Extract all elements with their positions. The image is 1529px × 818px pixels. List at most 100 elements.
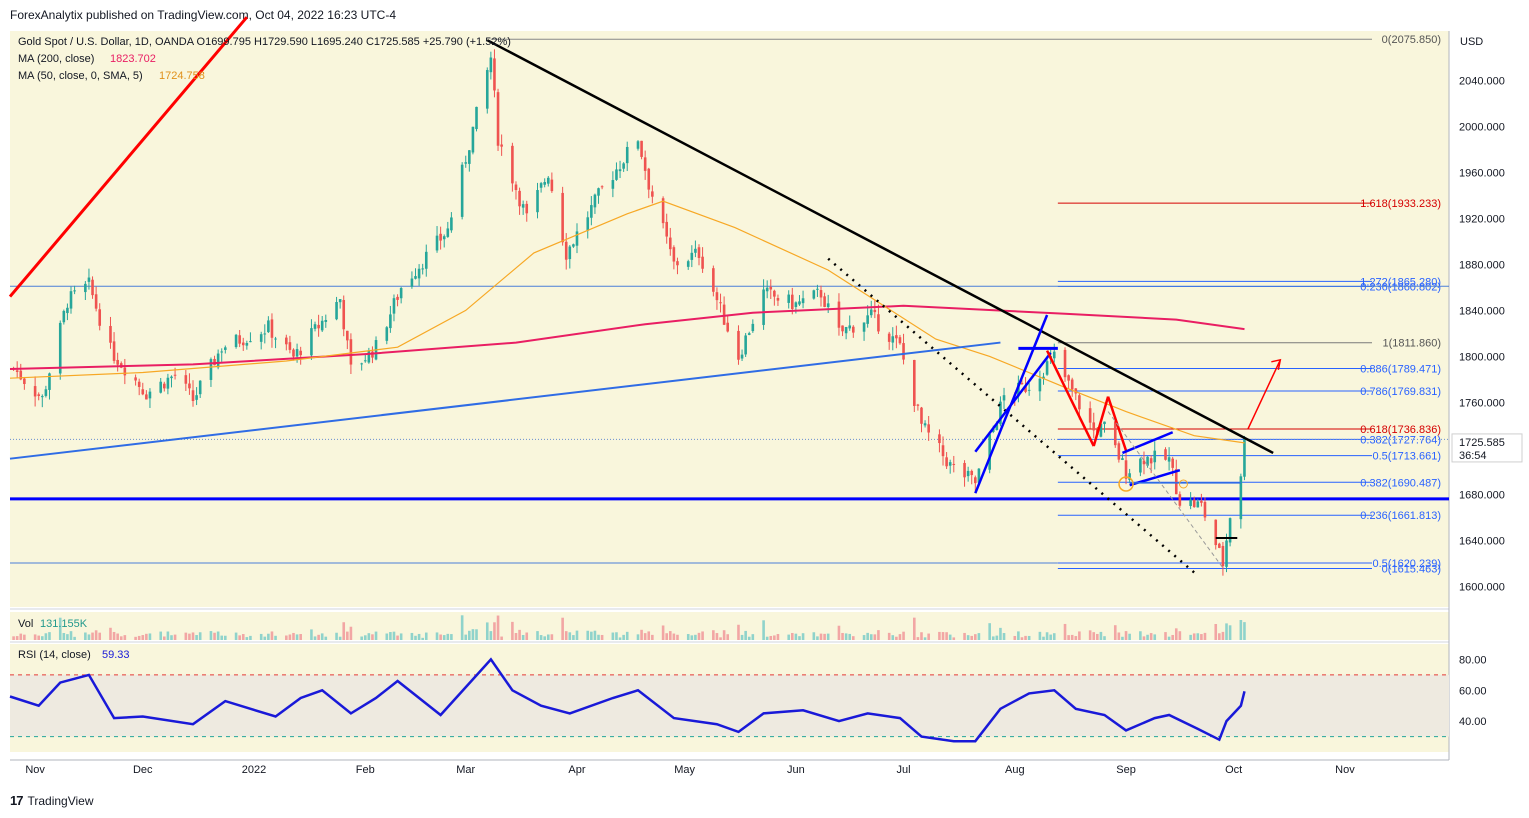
volume-bar <box>923 637 927 640</box>
price-axis-tick: 1640.000 <box>1459 535 1505 547</box>
volume-bar <box>999 627 1002 640</box>
volume-bar <box>396 635 399 640</box>
candle-body <box>988 434 991 470</box>
volume-bar <box>686 634 690 640</box>
time-axis-tick: Apr <box>568 764 585 776</box>
candle-countdown: 36:54 <box>1459 450 1487 462</box>
volume-bar <box>1239 620 1243 640</box>
fib-level-label: 0.382(1690.487) <box>1360 477 1441 489</box>
candle-body <box>349 339 353 365</box>
volume-bar <box>1024 635 1027 640</box>
candle-body <box>274 338 277 340</box>
candle-body <box>801 298 805 304</box>
candle-body <box>338 299 342 303</box>
candle-body <box>213 358 216 366</box>
volume-bar <box>310 629 313 640</box>
fib-level-label: 1.272(1865.280) <box>1360 276 1441 288</box>
volume-bar <box>665 633 669 640</box>
volume-bar <box>324 636 328 640</box>
candle-body <box>697 247 701 258</box>
volume-bar <box>938 631 941 640</box>
candle-body <box>195 395 198 400</box>
volume-bar <box>902 631 905 640</box>
volume-bar <box>496 615 500 640</box>
volume-bar <box>837 625 841 640</box>
candle-body <box>399 288 403 299</box>
fib-level-label: 0.5(1713.661) <box>1373 451 1442 463</box>
candle-body <box>310 328 313 356</box>
candle-body <box>852 326 855 333</box>
candle-body <box>442 236 446 240</box>
volume-bar <box>661 625 665 640</box>
candle-body <box>873 309 877 313</box>
candle-body <box>313 324 317 329</box>
candle-body <box>37 394 41 396</box>
volume-bar <box>963 632 966 640</box>
candle-body <box>317 324 320 329</box>
volume-bar <box>485 622 489 640</box>
volume-bar <box>1092 632 1096 640</box>
candle-body <box>410 278 414 287</box>
legend-ma200-value: 1823.702 <box>110 53 156 65</box>
candle-body <box>826 303 830 308</box>
volume-bar <box>1164 632 1167 640</box>
volume-bar <box>722 630 726 640</box>
volume-bar <box>184 632 188 640</box>
volume-bar <box>970 635 974 640</box>
volume-bar <box>435 632 439 640</box>
volume-bar <box>1103 636 1106 640</box>
candle-body <box>84 283 87 293</box>
price-axis-tick: 2040.000 <box>1459 75 1505 87</box>
candle-body <box>769 286 773 290</box>
candle-body <box>267 320 270 333</box>
volume-bar <box>543 636 546 640</box>
candle-body <box>1218 543 1221 548</box>
candle-body <box>848 325 852 329</box>
fib-level-label: 0.5(1620.239) <box>1373 558 1442 570</box>
volume-bar <box>1200 634 1203 640</box>
volume-bar <box>137 635 141 640</box>
candle-body <box>1153 450 1157 463</box>
volume-bar <box>188 633 191 640</box>
volume-bar <box>1088 630 1092 640</box>
candle-body <box>446 228 450 237</box>
volume-bar <box>521 634 525 640</box>
tradingview-footer[interactable]: 17 TradingView <box>10 793 94 808</box>
price-axis-tick: 1920.000 <box>1459 213 1505 225</box>
candle-body <box>485 70 489 109</box>
candle-body <box>525 203 529 214</box>
candle-body <box>1171 458 1174 468</box>
volume-bar <box>37 635 41 640</box>
volume-pane <box>10 612 1449 640</box>
volume-bar <box>87 634 91 640</box>
volume-bar <box>518 629 521 640</box>
time-axis-tick: Mar <box>456 764 475 776</box>
candle-body <box>665 221 669 237</box>
volume-bar <box>590 631 593 640</box>
time-axis-tick: Sep <box>1116 764 1136 776</box>
volume-bar <box>1002 633 1006 640</box>
volume-bar <box>98 632 102 640</box>
candle-body <box>575 231 579 246</box>
candle-body <box>123 367 127 376</box>
volume-bar <box>869 634 873 640</box>
candle-body <box>1045 361 1049 375</box>
volume-bar <box>862 635 866 640</box>
volume-bar <box>1017 631 1020 640</box>
candle-body <box>116 359 119 365</box>
volume-bar <box>564 631 568 640</box>
volume-bar <box>1128 633 1131 640</box>
candle-body <box>676 261 679 266</box>
candle-body <box>500 144 503 147</box>
volume-bar <box>1214 624 1218 640</box>
candle-body <box>234 334 238 348</box>
volume-bar <box>1174 628 1178 640</box>
time-axis-tick: May <box>674 764 695 776</box>
legend-symbol-ohlc: Gold Spot / U.S. Dollar, 1D, OANDA O1699… <box>18 36 511 48</box>
candle-body <box>1063 349 1067 378</box>
volume-bar <box>941 632 945 640</box>
volume-bar <box>1225 623 1228 640</box>
candle-body <box>511 145 514 184</box>
volume-bar <box>15 636 19 640</box>
